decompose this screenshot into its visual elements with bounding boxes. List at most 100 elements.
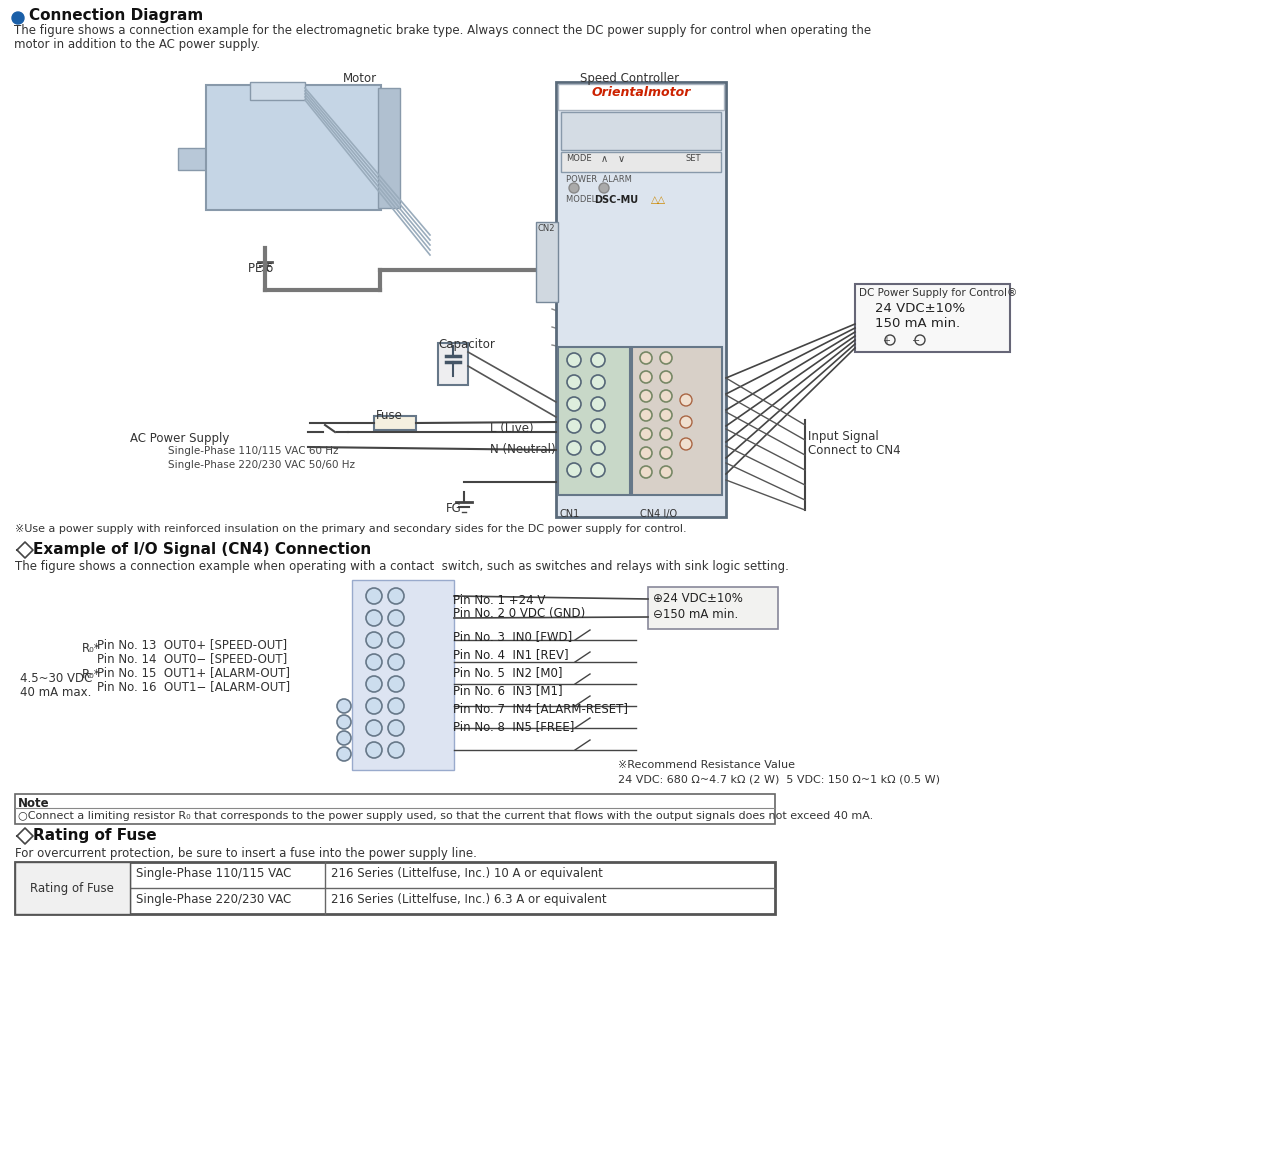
Circle shape [567, 374, 581, 388]
Bar [536, 222, 558, 302]
Text: 24 VDC±10%: 24 VDC±10% [876, 302, 965, 315]
Circle shape [337, 699, 351, 713]
Circle shape [640, 371, 652, 383]
Text: Fuse: Fuse [376, 409, 403, 422]
Text: Pin No. 8  IN5 [FREE]: Pin No. 8 IN5 [FREE] [453, 720, 575, 733]
Circle shape [388, 698, 404, 714]
Circle shape [591, 354, 605, 368]
Text: Motor: Motor [343, 72, 378, 85]
Text: Pin No. 13  OUT0+ [SPEED-OUT]: Pin No. 13 OUT0+ [SPEED-OUT] [97, 638, 287, 651]
Text: Single-Phase 110/115 VAC: Single-Phase 110/115 VAC [136, 866, 292, 880]
Text: For overcurrent protection, be sure to insert a fuse into the power supply line.: For overcurrent protection, be sure to i… [15, 847, 477, 859]
Text: The figure shows a connection example when operating with a contact  switch, suc: The figure shows a connection example wh… [15, 561, 788, 573]
Text: Note: Note [18, 797, 50, 809]
Bar [15, 862, 774, 914]
Text: 40 mA max.: 40 mA max. [20, 686, 91, 699]
Bar [632, 347, 722, 495]
Bar [352, 580, 454, 770]
Text: 216 Series (Littelfuse, Inc.) 6.3 A or equivalent: 216 Series (Littelfuse, Inc.) 6.3 A or e… [332, 893, 607, 906]
Text: ∧: ∧ [602, 154, 608, 164]
Circle shape [660, 447, 672, 459]
Circle shape [570, 183, 579, 193]
Text: ※Use a power supply with reinforced insulation on the primary and secondary side: ※Use a power supply with reinforced insu… [15, 525, 686, 534]
Text: MODEL: MODEL [566, 195, 599, 204]
Circle shape [915, 335, 925, 345]
Bar [374, 416, 416, 430]
Circle shape [680, 394, 692, 406]
Text: ⊕24 VDC±10%: ⊕24 VDC±10% [653, 592, 742, 605]
Circle shape [337, 732, 351, 745]
Text: 4.5~30 VDC: 4.5~30 VDC [20, 672, 92, 685]
Text: △△: △△ [652, 195, 666, 205]
Text: Pin No. 7  IN4 [ALARM-RESET]: Pin No. 7 IN4 [ALARM-RESET] [453, 702, 628, 715]
Circle shape [640, 447, 652, 459]
Text: Pin No. 2 0 VDC (GND): Pin No. 2 0 VDC (GND) [453, 607, 585, 620]
Circle shape [567, 463, 581, 477]
Text: Pin No. 15  OUT1+ [ALARM-OUT]: Pin No. 15 OUT1+ [ALARM-OUT] [97, 666, 291, 679]
Circle shape [366, 676, 381, 692]
Circle shape [599, 183, 609, 193]
Circle shape [567, 419, 581, 433]
Text: Rating of Fuse: Rating of Fuse [29, 882, 114, 896]
Circle shape [567, 354, 581, 368]
Text: Pin No. 4  IN1 [REV]: Pin No. 4 IN1 [REV] [453, 648, 568, 661]
Text: Capacitor: Capacitor [438, 338, 495, 351]
Text: DC Power Supply for Control®: DC Power Supply for Control® [859, 288, 1018, 298]
Circle shape [680, 438, 692, 450]
Text: R₀*: R₀* [82, 668, 101, 682]
Text: L (Live): L (Live) [490, 422, 534, 435]
Text: Orientalmotor: Orientalmotor [591, 86, 691, 99]
Circle shape [591, 441, 605, 455]
Circle shape [660, 352, 672, 364]
Circle shape [366, 611, 381, 626]
Text: R₀*: R₀* [82, 642, 101, 655]
Text: AC Power Supply: AC Power Supply [131, 431, 229, 445]
Text: N (Neutral): N (Neutral) [490, 443, 556, 456]
Bar [378, 88, 399, 208]
Text: SET: SET [686, 154, 701, 163]
Text: Pin No. 1 +24 V: Pin No. 1 +24 V [453, 594, 545, 607]
Text: ⊖150 mA min.: ⊖150 mA min. [653, 608, 739, 621]
Bar [561, 112, 721, 150]
Text: Pin No. 5  IN2 [M0]: Pin No. 5 IN2 [M0] [453, 666, 562, 679]
Circle shape [591, 463, 605, 477]
Text: The figure shows a connection example for the electromagnetic brake type. Always: The figure shows a connection example fo… [14, 24, 872, 37]
Bar [558, 347, 630, 495]
Text: Connection Diagram: Connection Diagram [29, 8, 204, 23]
Circle shape [640, 352, 652, 364]
Text: CN4 I/O: CN4 I/O [640, 509, 677, 519]
Text: Single-Phase 110/115 VAC 60 Hz: Single-Phase 110/115 VAC 60 Hz [168, 445, 338, 456]
Bar [15, 862, 131, 914]
Circle shape [366, 588, 381, 604]
Text: ※Recommend Resistance Value: ※Recommend Resistance Value [618, 759, 795, 770]
Circle shape [388, 611, 404, 626]
Text: Pin No. 3  IN0 [FWD]: Pin No. 3 IN0 [FWD] [453, 630, 572, 643]
Text: PE δ: PE δ [248, 262, 273, 274]
Circle shape [388, 632, 404, 648]
Text: 150 mA min.: 150 mA min. [876, 317, 960, 330]
Circle shape [640, 466, 652, 478]
Circle shape [640, 409, 652, 421]
Circle shape [680, 416, 692, 428]
Text: Rating of Fuse: Rating of Fuse [33, 828, 156, 843]
Text: Example of I/O Signal (CN4) Connection: Example of I/O Signal (CN4) Connection [33, 542, 371, 557]
Circle shape [12, 12, 24, 24]
Text: Connect to CN4: Connect to CN4 [808, 444, 901, 457]
Bar [178, 148, 207, 170]
Circle shape [366, 632, 381, 648]
Bar [556, 83, 726, 518]
Bar [250, 83, 305, 100]
Circle shape [388, 676, 404, 692]
Text: DSC-MU: DSC-MU [594, 195, 639, 205]
Text: +: + [882, 336, 890, 347]
Text: CN2: CN2 [538, 224, 556, 233]
Text: ○Connect a limiting resistor R₀ that corresponds to the power supply used, so th: ○Connect a limiting resistor R₀ that cor… [18, 811, 873, 821]
Circle shape [366, 654, 381, 670]
Text: Speed Controller: Speed Controller [580, 72, 680, 85]
Circle shape [366, 720, 381, 736]
Text: Pin No. 16  OUT1− [ALARM-OUT]: Pin No. 16 OUT1− [ALARM-OUT] [97, 680, 291, 693]
Circle shape [388, 654, 404, 670]
Circle shape [884, 335, 895, 345]
Circle shape [337, 715, 351, 729]
Text: Pin No. 14  OUT0− [SPEED-OUT]: Pin No. 14 OUT0− [SPEED-OUT] [97, 652, 287, 665]
